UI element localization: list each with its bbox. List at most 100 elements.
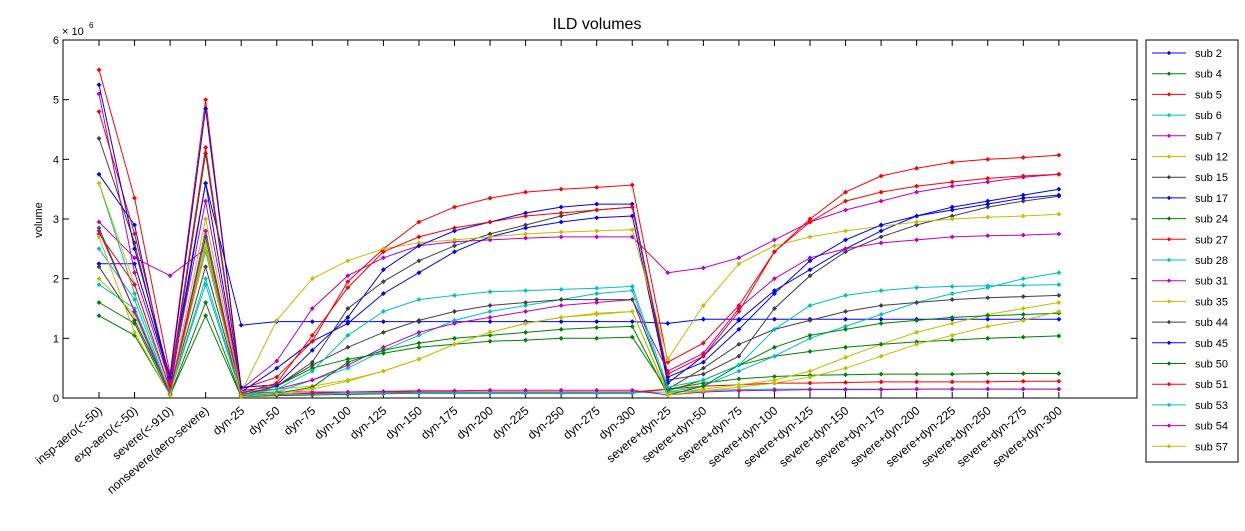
data-point bbox=[949, 216, 955, 222]
legend-label: sub 54 bbox=[1195, 421, 1228, 433]
legend-item: sub 28 bbox=[1152, 255, 1228, 267]
data-point bbox=[487, 338, 493, 344]
series-line bbox=[98, 227, 1059, 397]
series-line bbox=[98, 111, 1059, 390]
data-point bbox=[487, 387, 493, 393]
data-point bbox=[878, 379, 884, 385]
legend-item: sub 54 bbox=[1152, 421, 1228, 433]
data-point bbox=[914, 341, 920, 347]
data-point bbox=[700, 359, 706, 365]
data-point bbox=[665, 371, 671, 377]
data-point bbox=[914, 219, 920, 225]
data-point bbox=[629, 323, 635, 329]
data-point bbox=[949, 183, 955, 189]
data-point bbox=[309, 338, 315, 344]
legend-marker bbox=[1166, 71, 1172, 76]
data-point bbox=[1020, 195, 1026, 201]
data-point bbox=[487, 289, 493, 295]
data-point bbox=[1056, 316, 1062, 322]
data-point bbox=[203, 276, 209, 282]
series-line bbox=[98, 282, 1059, 396]
data-point bbox=[487, 319, 493, 325]
data-point bbox=[949, 296, 955, 303]
y-axis: 0 1 2 3 4 5 6 bbox=[53, 35, 1137, 405]
data-point bbox=[807, 332, 813, 338]
plot-area bbox=[62, 39, 1138, 399]
series-sub-27 bbox=[96, 109, 1062, 392]
data-point bbox=[878, 353, 884, 359]
legend-item: sub 44 bbox=[1152, 317, 1228, 329]
data-point bbox=[523, 337, 529, 343]
data-point bbox=[949, 320, 955, 326]
data-point bbox=[914, 317, 920, 323]
data-point bbox=[451, 237, 458, 243]
data-point bbox=[1056, 282, 1062, 288]
data-point bbox=[416, 270, 422, 276]
data-point bbox=[736, 384, 742, 390]
data-point bbox=[665, 270, 671, 276]
data-point bbox=[985, 313, 991, 319]
data-point bbox=[736, 353, 742, 359]
x-tick-label: dyn-125 bbox=[347, 403, 389, 442]
data-point bbox=[807, 302, 813, 309]
data-point bbox=[451, 388, 458, 394]
data-point bbox=[985, 179, 991, 185]
legend-item: sub 53 bbox=[1152, 400, 1228, 412]
legend-marker bbox=[1166, 299, 1172, 304]
data-point bbox=[914, 189, 920, 195]
legend-marker bbox=[1166, 112, 1172, 118]
data-point bbox=[771, 243, 778, 249]
y-tick-label: 5 bbox=[53, 95, 59, 107]
series-line bbox=[98, 236, 1059, 398]
data-point bbox=[842, 387, 849, 393]
data-point bbox=[203, 313, 209, 319]
data-point bbox=[1056, 378, 1062, 384]
data-point bbox=[309, 347, 315, 353]
data-point bbox=[842, 198, 849, 204]
data-point bbox=[914, 379, 920, 385]
legend-label: sub 24 bbox=[1195, 214, 1228, 226]
data-point bbox=[700, 353, 706, 359]
data-point bbox=[1056, 186, 1062, 192]
data-point bbox=[700, 388, 706, 394]
data-point bbox=[700, 265, 706, 271]
y-multiplier-exponent: 6 bbox=[89, 21, 94, 30]
data-point bbox=[203, 246, 209, 252]
data-point bbox=[487, 314, 493, 321]
data-point bbox=[558, 210, 564, 216]
data-point bbox=[949, 207, 955, 213]
data-point bbox=[96, 171, 102, 177]
legend-marker bbox=[1166, 444, 1172, 449]
legend-label: sub 4 bbox=[1195, 69, 1222, 81]
data-point bbox=[1020, 311, 1026, 318]
x-tick-label: dyn-50 bbox=[246, 403, 283, 438]
series-sub-53 bbox=[96, 282, 1062, 398]
data-point bbox=[771, 276, 778, 282]
x-tick-label: dyn-275 bbox=[560, 403, 602, 442]
data-point bbox=[558, 314, 564, 321]
legend-marker bbox=[1166, 402, 1172, 408]
series-sub-35 bbox=[96, 180, 1062, 395]
data-point bbox=[985, 175, 991, 181]
data-point bbox=[345, 314, 351, 321]
data-point bbox=[665, 356, 671, 362]
data-point bbox=[842, 372, 849, 378]
data-point bbox=[451, 292, 458, 298]
data-point bbox=[558, 204, 564, 210]
data-point bbox=[487, 219, 493, 225]
data-point bbox=[131, 246, 138, 252]
data-point bbox=[558, 335, 564, 341]
legend-label: sub 50 bbox=[1195, 359, 1228, 371]
series-line bbox=[98, 93, 1059, 393]
data-point bbox=[167, 393, 173, 399]
legend-item: sub 4 bbox=[1152, 69, 1222, 81]
data-point bbox=[807, 368, 813, 374]
data-point bbox=[878, 341, 884, 347]
data-point bbox=[594, 325, 600, 331]
data-point bbox=[914, 299, 920, 306]
data-point bbox=[949, 179, 955, 185]
data-point bbox=[594, 234, 600, 240]
data-point bbox=[1056, 270, 1062, 276]
data-point bbox=[985, 233, 991, 239]
data-point bbox=[203, 299, 209, 306]
